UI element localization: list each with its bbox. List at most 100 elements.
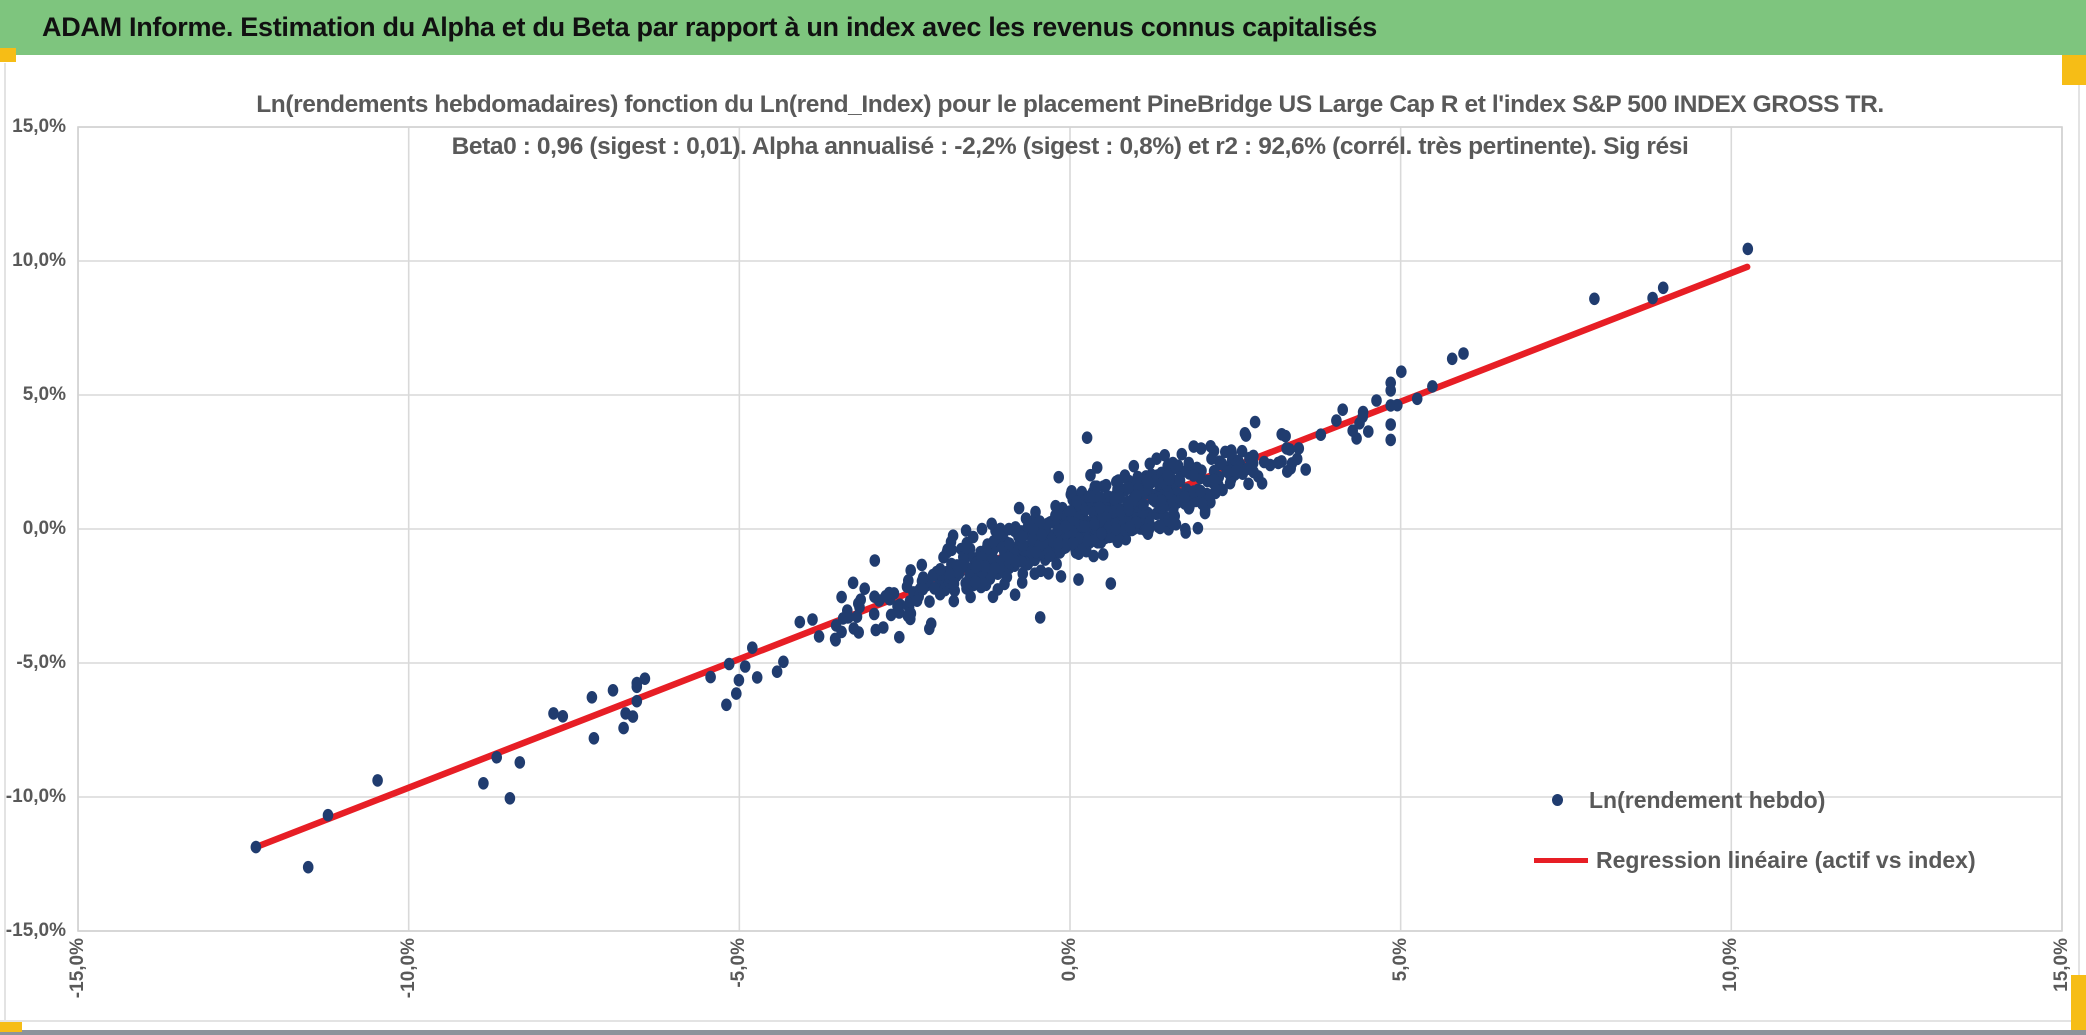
data-point [1331,414,1342,427]
x-tick-label[interactable]: 15,0% [2050,938,2072,992]
data-point [1205,440,1216,453]
data-point [1258,455,1270,469]
data-point [1236,444,1248,458]
y-tick-label[interactable]: 0,0% [22,518,66,539]
data-point [1248,465,1259,479]
x-tick-label[interactable]: -15,0% [67,938,89,999]
x-tick-label[interactable]: 0,0% [1059,938,1080,982]
data-point [1105,577,1117,590]
data-point [1167,456,1179,470]
data-point [1210,483,1221,497]
legend-item-scatter[interactable]: Ln(rendement hebdo) [1552,784,1825,816]
data-point [1281,442,1292,455]
data-point [1034,611,1046,624]
y-tick-label[interactable]: 10,0% [12,250,66,271]
data-point [627,710,639,723]
data-point [1159,449,1170,462]
data-point [916,558,928,572]
data-point [1742,242,1754,256]
data-point [868,607,880,621]
data-point [1166,516,1178,530]
data-point [1147,493,1159,506]
data-point [917,571,929,584]
data-point [929,582,940,595]
data-point [987,590,999,604]
data-point [1315,428,1327,442]
data-point [869,554,881,567]
data-point [1156,494,1167,507]
y-tick-label[interactable]: -15,0% [5,920,66,941]
data-point [1208,473,1220,487]
data-point [992,527,1004,540]
data-point [1081,431,1093,445]
data-point [893,606,905,619]
data-point [1657,281,1669,295]
data-point [830,634,841,647]
data-point [1097,548,1109,561]
data-point [1020,512,1032,525]
data-point [1396,365,1407,379]
y-tick-label[interactable]: 15,0% [12,116,66,137]
data-point [1034,515,1046,528]
data-point [1188,469,1199,482]
data-point [880,590,891,603]
data-point [1206,452,1217,466]
data-point [851,610,863,623]
data-point [771,665,783,678]
data-point [1179,490,1190,504]
data-point [1123,501,1134,515]
x-tick-label[interactable]: 5,0% [1389,938,1411,982]
data-point [813,630,825,643]
data-point [1051,557,1062,571]
data-point [1195,484,1206,498]
data-point [1347,424,1358,438]
legend-item-regression[interactable]: Regression linéaire (actif vs index) [1534,844,1976,876]
data-point [976,522,988,536]
y-tick-label[interactable]: -5,0% [16,652,66,673]
sheet-header-cell[interactable]: ADAM Informe. Estimation du Alpha et du … [0,0,2086,55]
data-point [1291,452,1303,466]
selection-handle-bottom-left [0,1022,22,1032]
data-point [1060,520,1071,533]
data-point [1053,470,1064,484]
data-point [885,608,897,622]
data-point [970,575,981,589]
data-point [1123,481,1134,494]
sheet-header-title: ADAM Informe. Estimation du Alpha et du … [42,12,1377,42]
chart-title-line2: Beta0 : 0,96 (sigest : 0,01). Alpha annu… [451,133,1689,160]
data-point [1371,394,1382,407]
data-point [639,672,651,685]
data-point [1071,495,1082,509]
y-tick-label[interactable]: 5,0% [22,384,66,405]
chart-title[interactable]: Ln(rendements hebdomadaires) fonction du… [78,84,2062,168]
data-point [1411,392,1423,406]
scatter-marker-icon [1552,794,1563,806]
x-tick-label[interactable]: 10,0% [1720,938,1742,992]
data-point [1016,576,1028,589]
data-point [1249,415,1261,429]
window-bottom-bar [0,1030,2086,1035]
y-tick-label[interactable]: -10,0% [5,786,66,807]
data-point [548,707,559,720]
data-point [588,732,600,745]
scatter-series[interactable] [250,242,1754,874]
data-point [1067,536,1079,550]
x-tick-label[interactable]: -5,0% [728,938,750,988]
data-point [948,594,960,608]
data-point [807,613,818,626]
data-point [1243,477,1254,491]
right-sheet-border [2078,85,2080,975]
data-point [1082,534,1093,548]
data-point [1176,447,1188,461]
data-point [1073,573,1084,586]
data-point [1004,537,1015,550]
data-point [938,551,949,564]
data-point [250,840,262,854]
data-point [1052,537,1064,551]
data-point [705,670,716,684]
data-point [618,721,629,735]
legend-label-scatter: Ln(rendement hebdo) [1589,786,1826,813]
data-point [731,687,742,700]
x-tick-label[interactable]: -10,0% [397,938,419,999]
